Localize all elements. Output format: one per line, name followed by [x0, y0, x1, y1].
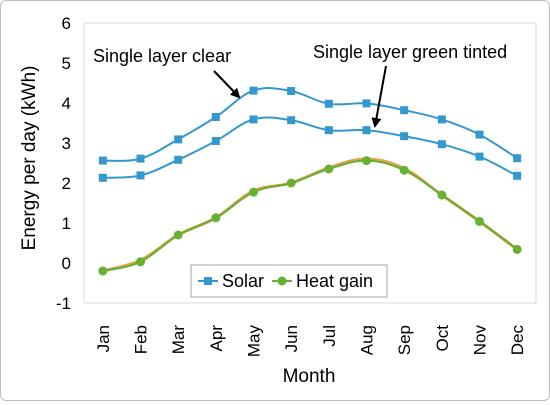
y-tick-label: 1 [62, 214, 71, 233]
data-point [513, 171, 522, 180]
data-point [399, 165, 409, 175]
x-tick-label: Apr [207, 325, 226, 352]
series-line [102, 159, 518, 272]
annotation-arrow-clear [213, 70, 241, 99]
data-point [324, 164, 334, 174]
plot-area [83, 22, 537, 304]
data-point [475, 216, 484, 226]
data-point [249, 187, 258, 197]
data-point [136, 154, 145, 163]
series-layer [98, 86, 522, 276]
x-tick-label: Nov [471, 325, 490, 356]
x-tick-label: Sep [395, 325, 414, 355]
series-heat-gain-3 [98, 156, 522, 276]
annotation-arrows [213, 65, 387, 128]
y-tick-label: 4 [62, 94, 71, 113]
data-point [400, 106, 409, 115]
x-tick-label: Jan [94, 325, 113, 352]
legend-heat-gain-marker [277, 276, 287, 286]
data-point [324, 99, 333, 108]
y-tick-label: 2 [62, 174, 71, 193]
x-tick-label: Jun [282, 325, 301, 352]
x-tick-label: Feb [132, 325, 151, 354]
data-point [98, 156, 107, 165]
data-point [136, 257, 145, 267]
data-point [513, 154, 522, 163]
series-solar-0 [98, 86, 522, 165]
data-point [173, 230, 183, 240]
data-point [362, 126, 371, 135]
y-axis-title: Energy per day (kWh) [19, 66, 40, 251]
data-point [136, 171, 145, 180]
y-axis: -1 0 1 2 3 4 5 6 [56, 14, 71, 313]
x-tick-label: Dec [508, 325, 527, 356]
data-point [174, 135, 183, 144]
x-tick-label: Mar [169, 325, 188, 355]
data-point [249, 115, 258, 124]
data-point [362, 156, 371, 166]
data-point [475, 152, 484, 161]
data-point [437, 115, 446, 124]
data-point [211, 213, 221, 223]
data-point [211, 113, 220, 121]
data-point [437, 140, 446, 149]
x-axis: Jan Feb Mar Apr May Jun Jul Aug Sep Oct Nov Dec [94, 325, 527, 358]
x-tick-label: May [245, 325, 264, 358]
y-tick-label: -1 [56, 294, 71, 313]
data-point [437, 190, 447, 200]
y-tick-label: 0 [62, 254, 71, 273]
legend: Solar Heat gain [190, 264, 388, 298]
legend-heat-gain-label: Heat gain [296, 271, 373, 291]
y-tick-label: 5 [62, 54, 71, 73]
y-tick-label: 3 [62, 134, 71, 153]
annotation-single-layer-clear: Single layer clear [93, 46, 231, 66]
data-point [362, 99, 371, 108]
data-point [287, 87, 296, 95]
data-point [475, 130, 484, 139]
data-point [211, 137, 220, 145]
series-solar-1 [98, 115, 522, 182]
data-point [512, 244, 522, 254]
annotation-single-layer-green-tinted: Single layer green tinted [313, 42, 507, 62]
data-point [286, 178, 296, 188]
legend-solar-marker [204, 277, 212, 285]
data-point [400, 132, 409, 141]
data-point [249, 86, 258, 95]
x-tick-label: Aug [358, 325, 377, 355]
y-tick-label: 6 [62, 14, 71, 33]
x-tick-label: Oct [433, 325, 452, 352]
x-tick-label: Jul [320, 325, 339, 347]
data-point [287, 116, 296, 125]
data-point [98, 266, 108, 276]
legend-solar-label: Solar [222, 271, 264, 291]
data-point [324, 126, 333, 135]
data-point [98, 173, 107, 182]
data-point [174, 155, 183, 164]
x-axis-title: Month [283, 366, 336, 387]
annotation-arrow-tinted [371, 65, 387, 128]
